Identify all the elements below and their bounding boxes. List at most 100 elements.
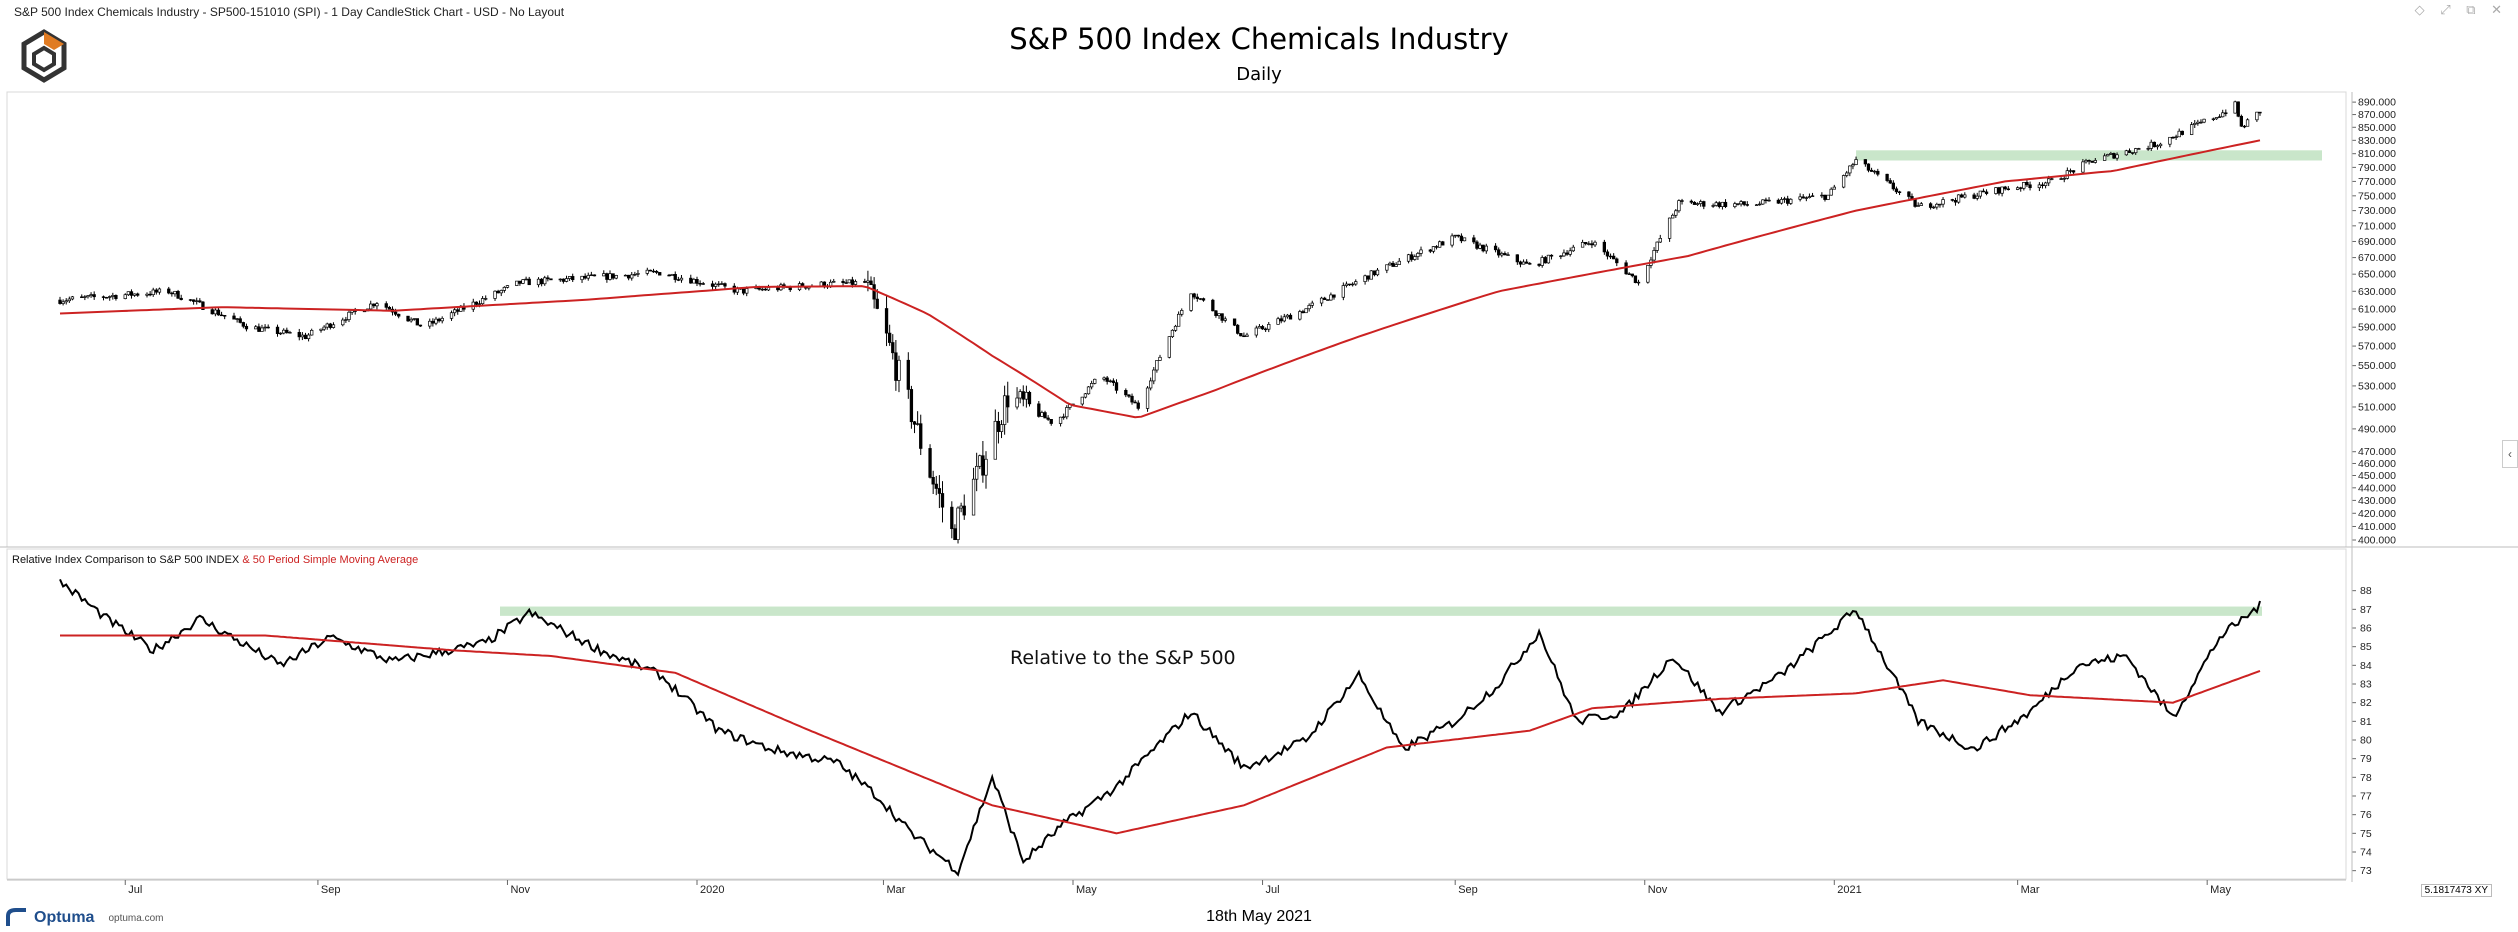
candle-body xyxy=(2158,143,2163,147)
candle-body xyxy=(297,332,301,338)
candle-body xyxy=(1130,395,1134,403)
candle-body xyxy=(1804,197,1808,199)
candle-body xyxy=(1739,201,1743,205)
candle-body xyxy=(278,332,283,335)
relative-pane: Relative Index Comparison to S&P 500 IND… xyxy=(6,548,2372,880)
candle-body xyxy=(1975,195,1979,199)
footer-brand[interactable]: Optuma optuma.com xyxy=(6,908,163,928)
candle-body xyxy=(136,293,140,296)
candle-body xyxy=(1220,313,1224,321)
candle-body xyxy=(170,292,174,295)
candle-body xyxy=(1441,241,1445,246)
candle-body xyxy=(524,278,528,281)
candle-body xyxy=(1372,270,1377,276)
candle-body xyxy=(928,448,932,478)
candle-body xyxy=(2000,186,2004,194)
brand-url[interactable]: optuma.com xyxy=(108,912,164,924)
price-tick-label: 510.000 xyxy=(2358,401,2396,413)
candle-body xyxy=(2221,112,2225,118)
candle-body xyxy=(123,294,127,299)
candle-body xyxy=(673,274,677,280)
candle-body xyxy=(1655,241,1659,251)
candle-body xyxy=(1521,261,1526,265)
candle-body xyxy=(996,420,1001,432)
price-tick-label: 490.000 xyxy=(2358,423,2396,435)
candle-body xyxy=(1928,203,1933,208)
candle-body xyxy=(1484,245,1488,252)
candle-body xyxy=(83,296,87,298)
candle-body xyxy=(1475,241,1479,249)
candle-body xyxy=(2093,160,2097,163)
readout-suffix[interactable]: XY xyxy=(2474,885,2488,896)
candle-body xyxy=(695,279,699,284)
candle-body xyxy=(999,424,1004,432)
candle-body xyxy=(1493,245,1498,251)
candle-body xyxy=(61,301,65,304)
candle-body xyxy=(975,465,979,480)
candle-body xyxy=(518,280,522,284)
price-tick-label: 410.000 xyxy=(2358,521,2396,533)
candle-body xyxy=(480,298,485,305)
relative-tick-label: 73 xyxy=(2360,865,2372,877)
candle-body xyxy=(1236,324,1240,334)
candle-body xyxy=(369,303,373,310)
candle-body xyxy=(888,332,892,343)
candle-body xyxy=(717,283,721,286)
candle-body xyxy=(1478,244,1482,249)
x-tick-label: Sep xyxy=(321,884,341,896)
relative-pane-frame xyxy=(6,548,2347,880)
expand-panel-arrow-icon[interactable]: ‹ xyxy=(2502,440,2518,468)
candle-body xyxy=(428,320,432,327)
candle-body xyxy=(1714,202,1718,206)
candle-body xyxy=(1102,377,1106,380)
brand-name: Optuma xyxy=(34,909,95,926)
candle-body xyxy=(92,294,96,298)
candle-body xyxy=(2193,123,2197,125)
x-axis: Jul Sep Nov 2020 Mar May Jul Sep Nov 2021 Mar May xyxy=(7,879,2346,896)
candle-body xyxy=(415,318,419,326)
candle-body xyxy=(1810,195,1815,197)
candle-body xyxy=(2258,111,2262,114)
candle-body xyxy=(238,318,242,323)
candle-body xyxy=(741,288,746,294)
candle-body xyxy=(132,293,137,296)
candle-body xyxy=(372,303,376,307)
candle-body xyxy=(347,311,351,320)
candle-body xyxy=(919,423,923,449)
candle-body xyxy=(67,298,71,302)
candle-body xyxy=(937,488,942,494)
candle-body xyxy=(1282,316,1286,322)
candle-body xyxy=(645,269,649,274)
candle-body xyxy=(2217,116,2222,118)
candle-body xyxy=(2155,145,2160,148)
candle-body xyxy=(984,458,988,476)
candle-body xyxy=(959,505,963,509)
window-controls[interactable]: ◇ ⤢ ⧉ ✕ xyxy=(2414,2,2508,17)
candle-body xyxy=(505,285,510,288)
candle-body xyxy=(2115,154,2119,159)
x-tick-label: Jul xyxy=(128,884,142,896)
price-tick-label: 460.000 xyxy=(2358,458,2396,470)
price-tick-label: 400.000 xyxy=(2358,535,2396,547)
candle-body xyxy=(1897,191,1902,193)
candle-body xyxy=(2177,130,2181,138)
candle-body xyxy=(1754,204,1759,206)
candle-body xyxy=(1497,249,1501,256)
candle-body xyxy=(418,324,423,327)
candle-body xyxy=(608,273,612,280)
candle-body xyxy=(449,312,454,319)
candle-body xyxy=(1173,325,1178,331)
candle-body xyxy=(1863,159,1868,165)
candle-body xyxy=(1043,412,1047,419)
candle-body xyxy=(602,273,606,277)
candle-body xyxy=(611,273,615,279)
candle-body xyxy=(1866,163,1871,171)
candle-body xyxy=(891,342,895,354)
candle-body xyxy=(850,279,855,285)
relative-tick-label: 84 xyxy=(2360,660,2372,672)
candle-body xyxy=(406,315,410,322)
candle-body xyxy=(1304,308,1308,314)
candle-body xyxy=(1279,318,1283,322)
price-tick-label: 690.000 xyxy=(2358,236,2396,248)
